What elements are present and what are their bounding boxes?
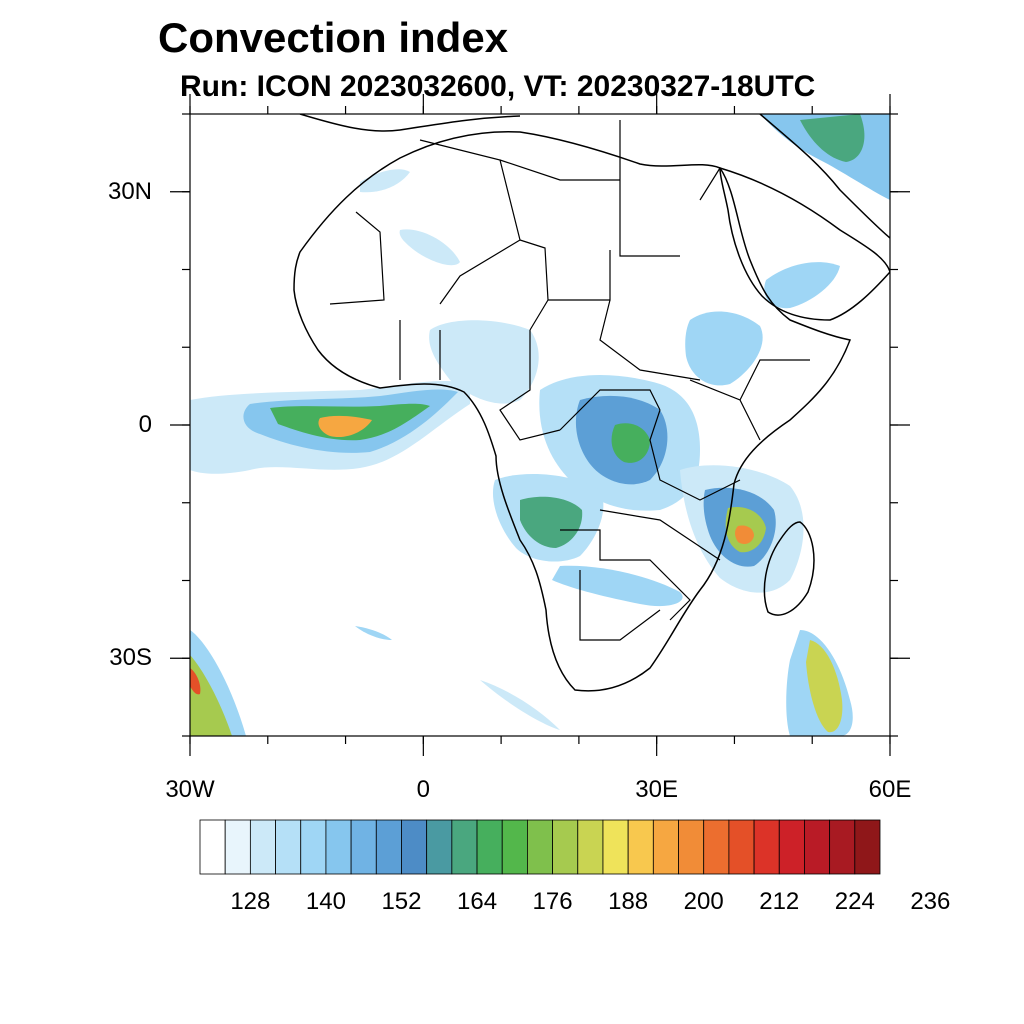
colorbar-swatch [426,819,453,875]
y-tick-label: 30N [107,177,152,205]
madagascar-coastline [763,521,815,616]
colorbar-swatch [199,819,226,875]
colorbar-swatch [375,819,402,875]
colorbar-swatch [728,819,755,875]
field-sahara-band [399,229,460,266]
colorbar-swatch [854,819,881,875]
colorbar-swatch [703,819,730,875]
field-streak-2 [480,680,560,730]
field-iran-core [800,114,865,162]
y-tick-label: 30S [109,644,152,672]
x-tick-label: 30W [165,776,215,803]
africa-coastline [293,130,852,692]
colorbar-swatch [678,819,705,875]
colorbar-swatch [275,819,302,875]
x-tick-label: 30E [635,776,678,803]
field-horn-of-africa [685,311,763,386]
x-tick-label: 0 [416,776,430,803]
colorbar-swatch [552,819,579,875]
field-north-africa-band [360,169,410,193]
colorbar-swatch [627,819,654,875]
field-angola-inner [520,496,583,548]
colorbar-swatch [527,819,553,875]
colorbar-label: 176 [532,888,573,915]
colorbar-swatch [501,819,528,875]
colorbar-swatch [350,819,377,875]
colorbar-swatch [249,819,276,875]
y-tick-label: 0 [138,411,152,438]
colorbar-swatch [325,819,352,875]
field-equatorial-atlantic-peak [318,415,372,438]
colorbar-label: 128 [230,888,271,915]
colorbar-swatch [300,819,327,875]
colorbar-swatch [577,819,604,875]
europe-coastline [299,114,890,239]
colorbar-swatch [753,819,780,875]
colorbar-label: 200 [683,888,724,915]
colorbar-label: 188 [608,888,649,915]
colorbar-label: 224 [834,888,875,915]
colorbar-swatch [451,819,478,875]
field-sw-indian-ocean-core [806,640,843,733]
country-borders [329,120,810,641]
colorbar-swatch [224,819,251,875]
colorbar-label: 236 [910,888,951,915]
colorbar-swatch [476,819,503,875]
colorbar-swatch [602,819,629,875]
colorbar-label: 164 [457,888,498,915]
colorbar-swatch [804,819,831,875]
axis-ticks [170,94,910,756]
colorbar-label: 152 [381,888,422,915]
colorbar-swatch [778,819,805,875]
colorbar-swatch [829,819,856,875]
coastlines [293,114,890,692]
chart-title: Convection index [158,14,509,61]
field-streak-1 [355,626,392,640]
field-central-africa-core [611,423,650,463]
x-tick-label: 60E [868,776,912,803]
arabia-coastline [719,166,890,321]
colorbar-label: 140 [305,888,346,915]
colorbar-swatch [652,819,679,875]
border-lines [329,120,810,641]
colorbar-swatch [401,819,428,875]
field-arabia-band [764,262,840,309]
chart-subtitle: Run: ICON 2023032600, VT: 20230327-18UTC [180,70,816,103]
colorbar-label: 212 [759,888,800,915]
field-sw-atlantic-peak [190,668,201,695]
field-sw-atlantic-core [190,655,232,736]
field-layer [190,114,890,736]
field-west-africa [429,320,539,404]
colorbar [199,819,881,875]
field-southern-africa [552,565,683,607]
field-mozambique-peak [735,525,754,544]
